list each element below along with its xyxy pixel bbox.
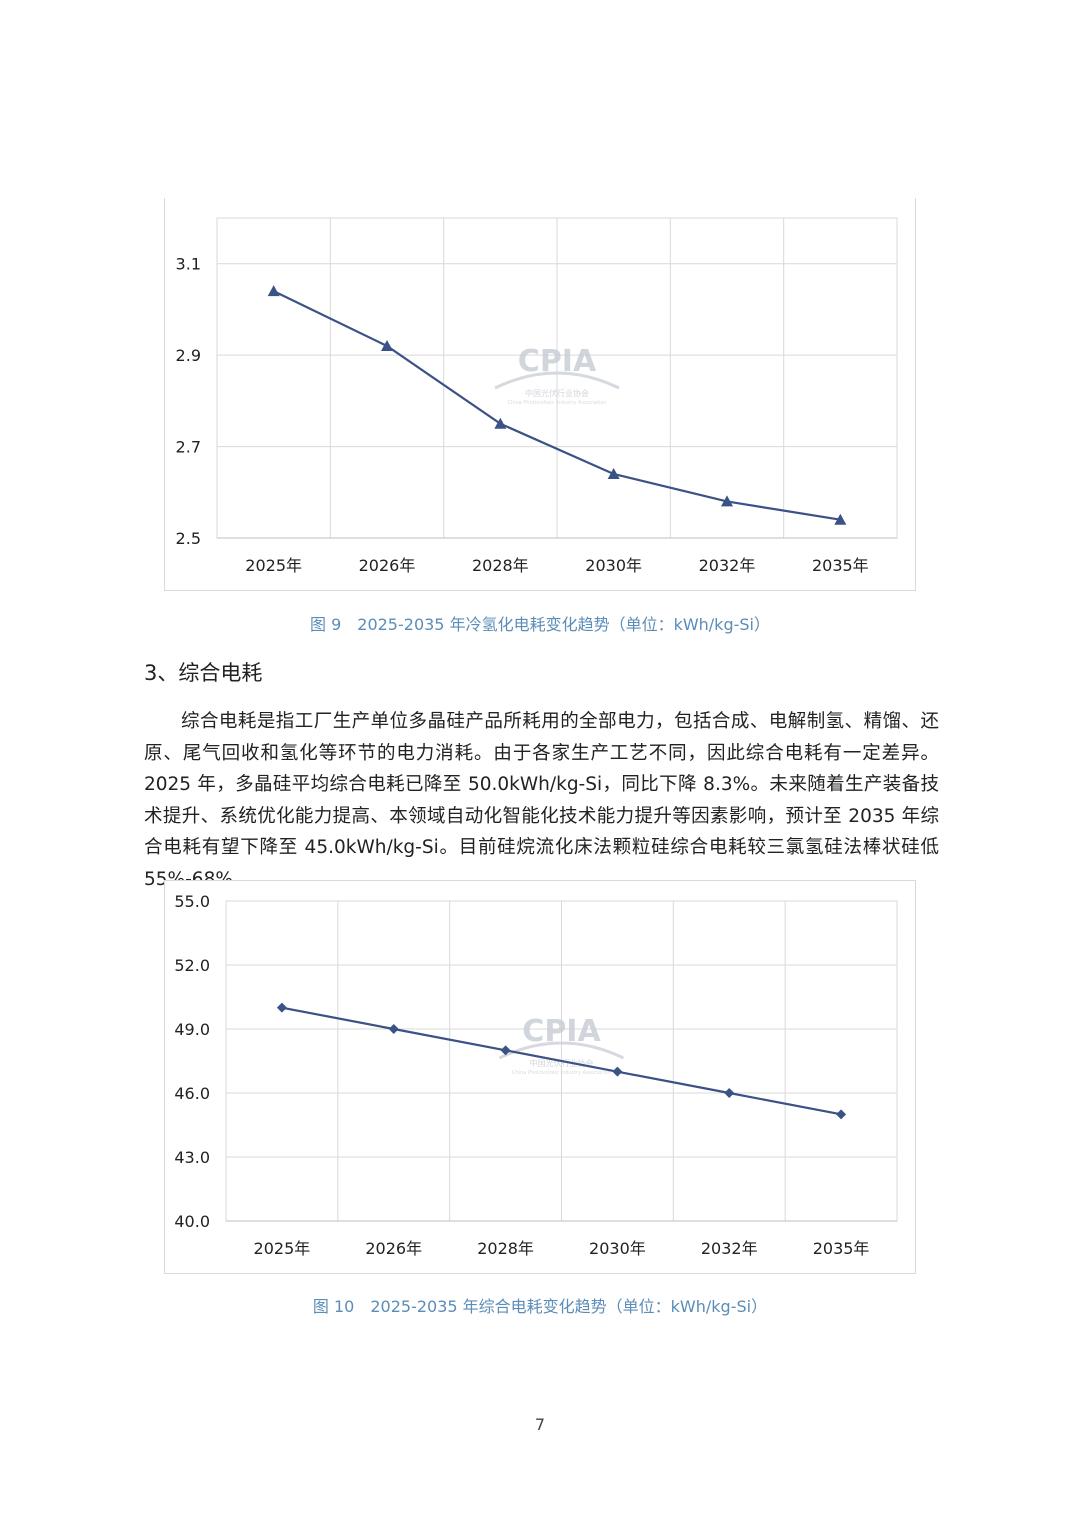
watermark-name-en: China Photovoltaic Industry Association — [512, 1070, 611, 1076]
y-tick-label: 2.5 — [176, 529, 201, 548]
x-tick-label: 2025年 — [254, 1239, 311, 1258]
series-line — [281, 1006, 842, 1116]
cpia-watermark-logo: CPIA 中国光伏行业协会 China Photovoltaic Industry … — [494, 344, 620, 406]
x-tick-label: 2032年 — [699, 556, 756, 575]
data-point-marker — [381, 340, 393, 351]
x-tick-label: 2026年 — [359, 556, 416, 575]
body-paragraph: 综合电耗是指工厂生产单位多晶硅产品所耗用的全部电力，包括合成、电解制氢、精馏、还… — [144, 711, 939, 890]
y-tick-label: 52.0 — [174, 956, 210, 975]
data-point-marker — [721, 495, 733, 507]
y-tick-label: 3.1 — [176, 255, 201, 274]
page-number: 7 — [534, 1415, 546, 1434]
chart1-svg: 2.5 2.7 2.9 3.1 2025年 2026年 2028年 2030年 2032年 203… — [176, 217, 898, 575]
y-tick-label: 40.0 — [174, 1212, 210, 1231]
data-point-marker — [836, 1109, 847, 1120]
x-tick-label: 2028年 — [472, 556, 529, 575]
watermark-name-en: China Photovoltaic Industry Association — [508, 400, 607, 406]
y-tick-label: 43.0 — [174, 1148, 210, 1167]
x-tick-label: 2030年 — [589, 1239, 646, 1258]
x-tick-label: 2035年 — [812, 556, 869, 575]
y-tick-label: 2.7 — [176, 438, 201, 457]
series-line — [273, 290, 841, 521]
watermark-logo-text: CPIA — [518, 344, 597, 379]
data-point-marker — [388, 1024, 399, 1034]
y-tick-label: 55.0 — [174, 892, 210, 911]
data-point-marker — [494, 417, 507, 429]
data-point-marker — [500, 1045, 511, 1056]
figure-9-caption: 图 9 2025-2035 年冷氢化电耗变化趋势（单位：kWh/kg-Si） — [310, 615, 770, 634]
x-tick-label: 2030年 — [585, 556, 642, 575]
y-tick-label: 2.9 — [176, 346, 201, 365]
data-point-marker — [607, 468, 620, 479]
chart-cold-hydrogenation-power: 2.5 2.7 2.9 3.1 2025年 2026年 2028年 2030年 2032年 203… — [164, 198, 916, 591]
y-tick-label: 49.0 — [174, 1020, 210, 1039]
data-point-marker — [834, 513, 847, 525]
y-tick-label: 46.0 — [174, 1084, 210, 1103]
x-tick-label: 2025年 — [245, 556, 302, 575]
cpia-watermark-logo: CPIA 中国光伏行业协会 China Photovoltaic Industry … — [498, 1014, 625, 1076]
section-heading: 3、综合电耗 — [144, 661, 263, 685]
x-tick-label: 2026年 — [365, 1239, 422, 1258]
watermark-name-cn: 中国光伏行业协会 — [525, 388, 589, 398]
chart-total-power: 40.0 43.0 46.0 49.0 52.0 55.0 2025年 2026年 2028年 2… — [164, 880, 916, 1274]
x-tick-label: 2032年 — [701, 1239, 758, 1258]
data-point-marker — [724, 1088, 735, 1098]
x-tick-label: 2035年 — [813, 1239, 870, 1258]
x-tick-label: 2028年 — [477, 1239, 534, 1258]
data-point-marker — [612, 1066, 623, 1077]
watermark-logo-text: CPIA — [522, 1014, 601, 1049]
watermark-name-cn: 中国光伏行业协会 — [530, 1058, 594, 1068]
data-point-marker — [267, 285, 280, 297]
data-point-marker — [276, 1002, 287, 1013]
figure-10-caption: 图 10 2025-2035 年综合电耗变化趋势（单位：kWh/kg-Si） — [312, 1297, 768, 1316]
chart2-svg: 40.0 43.0 46.0 49.0 52.0 55.0 2025年 2026年 2028年 2… — [174, 892, 898, 1258]
